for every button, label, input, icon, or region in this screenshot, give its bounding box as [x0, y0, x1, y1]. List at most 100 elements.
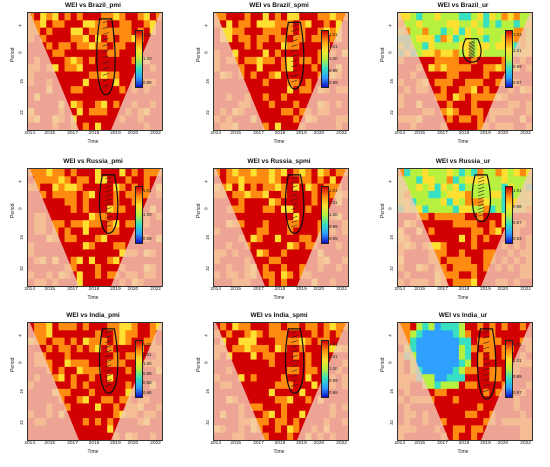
heatmap-cell: [113, 64, 120, 72]
heatmap-cell: [434, 337, 442, 346]
phase-arrow: [105, 364, 112, 368]
heatmap-cell: [262, 115, 270, 124]
heatmap-cell: [268, 190, 276, 199]
heatmap-cell: [440, 330, 448, 339]
heatmap-cell: [274, 227, 282, 236]
heatmap-cell: [281, 78, 288, 87]
heatmap-cell: [434, 323, 442, 331]
x-axis-label: Time: [87, 449, 99, 455]
heatmap-cell: [489, 183, 496, 192]
heatmap-cell: [88, 34, 96, 43]
heatmap-cell: [471, 344, 478, 353]
heatmap-cell: [495, 34, 503, 43]
heatmap-cell: [293, 337, 300, 346]
heatmap-cell: [465, 205, 472, 214]
x-tick-label: 2015: [230, 287, 242, 292]
heatmap-cell: [119, 381, 126, 390]
heatmap-cell: [452, 49, 460, 58]
heatmap-cell: [305, 234, 312, 243]
heatmap-cell: [101, 49, 108, 58]
heatmap-cell: [428, 13, 436, 21]
heatmap-cell: [64, 198, 72, 207]
heatmap-cell: [323, 176, 331, 185]
heatmap-cell: [465, 49, 472, 58]
heatmap-cell: [70, 42, 78, 51]
heatmap-cell: [70, 13, 78, 21]
phase-arrow: [291, 340, 298, 343]
heatmap-cell: [232, 205, 239, 214]
heatmap-cell: [244, 34, 252, 43]
heatmap-cell: [82, 115, 90, 124]
heatmap-cell: [489, 352, 496, 361]
heatmap-cell: [149, 176, 157, 185]
heatmap-cell: [452, 344, 460, 353]
heatmap-cell: [82, 227, 90, 236]
heatmap-cell: [446, 227, 454, 236]
heatmap-cell: [262, 396, 270, 404]
heatmap-cell: [287, 190, 294, 199]
phase-arrow: [291, 379, 298, 382]
heatmap-cell: [440, 13, 448, 21]
heatmap-cell: [76, 49, 84, 58]
heatmap-cell: [113, 359, 120, 368]
heatmap-cell: [70, 388, 78, 397]
colorbar-tick-label: 0.99: [329, 224, 338, 229]
heatmap-cell: [250, 71, 258, 80]
heatmap-cell: [446, 86, 454, 94]
heatmap-cell: [471, 432, 478, 440]
phase-arrow: [102, 32, 109, 35]
heatmap-cell: [428, 323, 436, 331]
heatmap-cell: [58, 71, 66, 80]
heatmap-cell: [458, 205, 466, 214]
heatmap-cell: [317, 352, 325, 361]
heatmap-cell: [274, 205, 282, 214]
heatmap-cell: [268, 56, 276, 65]
heatmap-cell: [293, 86, 300, 94]
heatmap-cell: [465, 432, 472, 440]
heatmap-cell: [281, 71, 288, 80]
heatmap-cell: [281, 388, 288, 397]
heatmap-cell: [95, 56, 102, 65]
heatmap-cell: [113, 227, 120, 236]
heatmap-cell: [287, 205, 294, 214]
phase-arrow: [468, 56, 475, 59]
heatmap-cell: [440, 410, 448, 419]
heatmap-cell: [52, 190, 59, 199]
heatmap-cell: [465, 366, 472, 375]
heatmap-cell: [274, 190, 282, 199]
heatmap-cell: [76, 264, 84, 272]
heatmap-cell: [465, 396, 472, 404]
heatmap-cell: [458, 264, 466, 272]
heatmap-cell: [299, 344, 306, 353]
heatmap-cell: [471, 64, 478, 72]
heatmap-cell: [262, 42, 270, 51]
heatmap-cell: [446, 242, 454, 250]
heatmap-cell: [477, 410, 484, 419]
heatmap-cell: [293, 234, 300, 243]
heatmap-cell: [483, 256, 490, 265]
heatmap-cell: [125, 323, 133, 331]
heatmap-cell: [58, 337, 66, 346]
phase-arrow: [291, 364, 298, 368]
heatmap-cell: [299, 396, 306, 404]
y-tick-label: 32: [204, 265, 210, 271]
heatmap-cell: [428, 330, 436, 339]
heatmap-cell: [101, 337, 108, 346]
heatmap-cell: [232, 27, 239, 36]
heatmap-cell: [458, 330, 466, 339]
heatmap-cell: [262, 183, 270, 192]
heatmap-cell: [250, 330, 258, 339]
phase-arrow: [291, 79, 298, 83]
heatmap-cell: [113, 56, 120, 65]
heatmap-cell: [287, 56, 294, 65]
heatmap-cell: [471, 27, 478, 36]
heatmap-cell: [268, 212, 276, 221]
heatmap-cell: [95, 86, 102, 94]
heatmap-cell: [274, 234, 282, 243]
heatmap-cell: [483, 205, 490, 214]
heatmap-cell: [428, 183, 436, 192]
heatmap-cell: [440, 337, 448, 346]
heatmap-cell: [88, 100, 96, 109]
heatmap-cell: [465, 381, 472, 390]
heatmap-cell: [76, 425, 84, 434]
